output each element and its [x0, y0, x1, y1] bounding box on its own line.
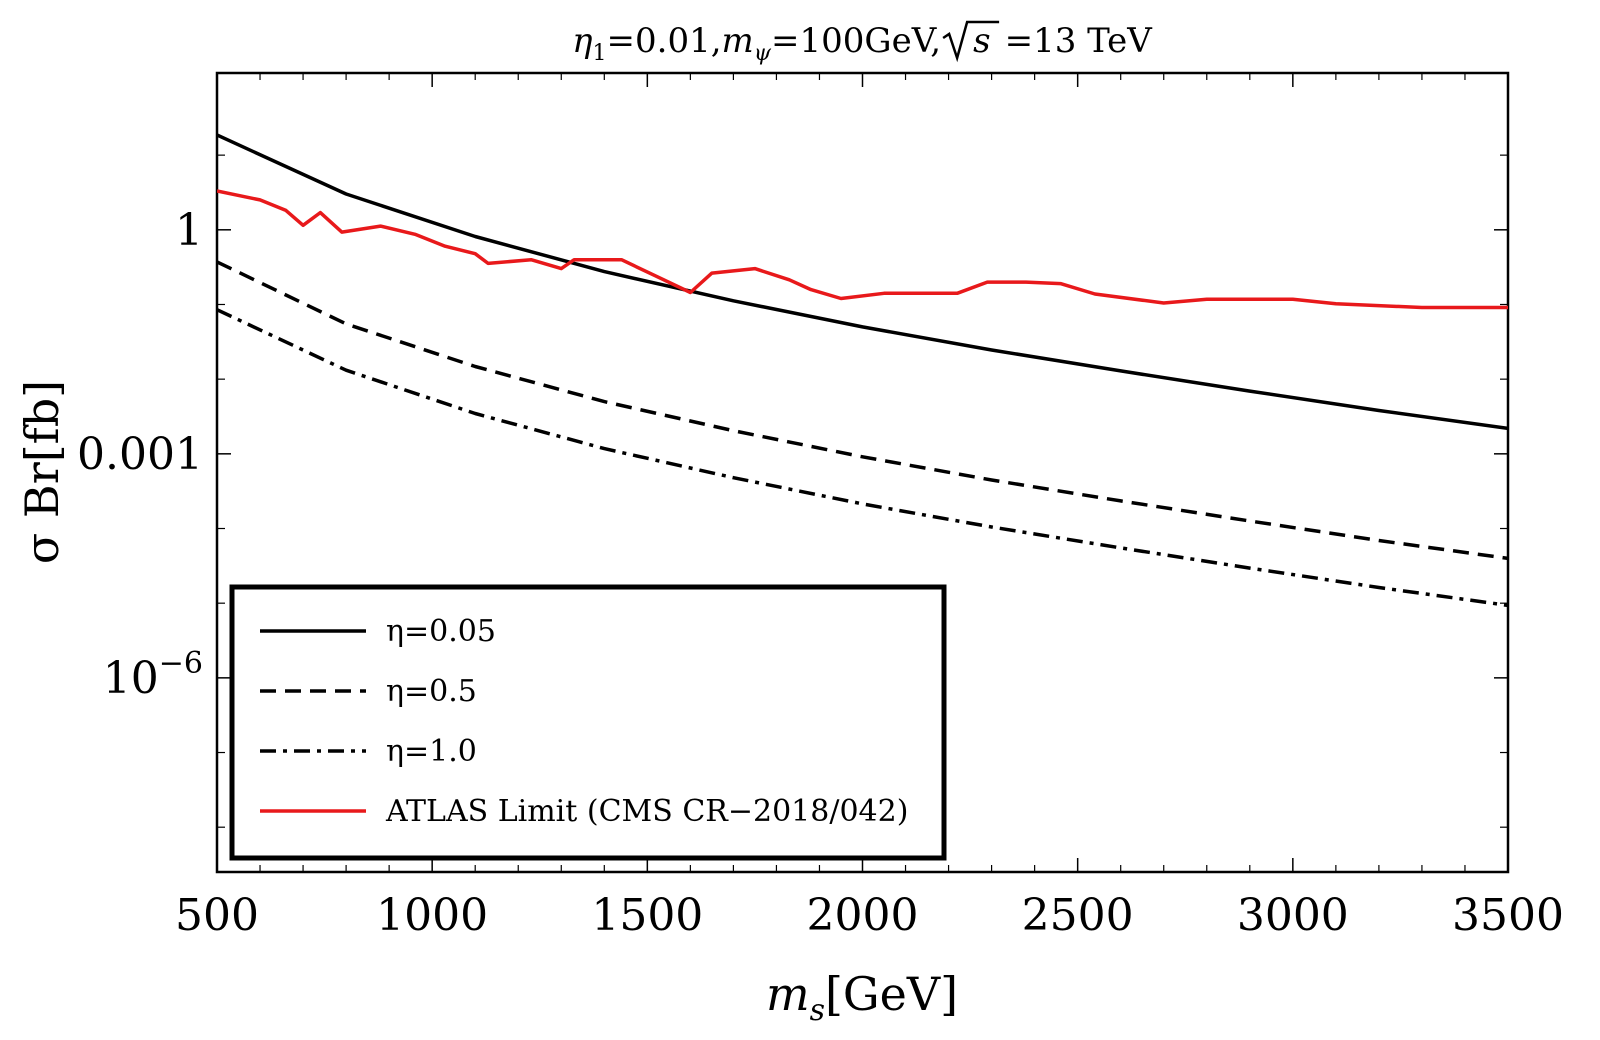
- x-tick-label-5: 3000: [1237, 890, 1349, 941]
- legend-label-2: η=1.0: [386, 734, 477, 769]
- y-axis-label: σ Br[fb]: [15, 380, 69, 564]
- legend-label-3: ATLAS Limit (CMS CR−2018/042): [385, 794, 908, 829]
- legend-label-0: η=0.05: [386, 614, 496, 649]
- chart-title: η1=0.01,mψ=100GeV, s =13 TeV: [572, 21, 1153, 66]
- series-layer: [217, 133, 1508, 608]
- axis-ticks: [216, 73, 1509, 872]
- y-tick-label-1: 0.001: [77, 429, 203, 480]
- series-line-2: [217, 308, 1508, 608]
- x-tick-label-1: 1000: [376, 890, 488, 941]
- y-tick-label-0: 1: [175, 205, 203, 256]
- x-tick-label-4: 2500: [1022, 890, 1134, 941]
- x-tick-labels: 500 1000 1500 2000 2500 3000 3500: [175, 890, 1564, 941]
- series-line-3: [217, 189, 1508, 310]
- x-axis-label: ms[GeV]: [766, 967, 958, 1028]
- x-tick-label-6: 3500: [1452, 890, 1564, 941]
- series-line-0: [217, 133, 1508, 431]
- sqrt-icon: [942, 20, 1000, 63]
- x-tick-label-0: 500: [175, 890, 259, 941]
- series-line-1: [217, 260, 1508, 561]
- x-tick-label-2: 1500: [591, 890, 703, 941]
- x-tick-label-3: 2000: [807, 890, 919, 941]
- y-tick-labels: 1 0.001 10−6: [77, 205, 203, 704]
- legend-label-1: η=0.5: [386, 674, 477, 709]
- y-tick-label-2: 10−6: [103, 646, 203, 704]
- legend: η=0.05 η=0.5 η=1.0 ATLAS Limit (CMS CR−2018…: [229, 584, 947, 861]
